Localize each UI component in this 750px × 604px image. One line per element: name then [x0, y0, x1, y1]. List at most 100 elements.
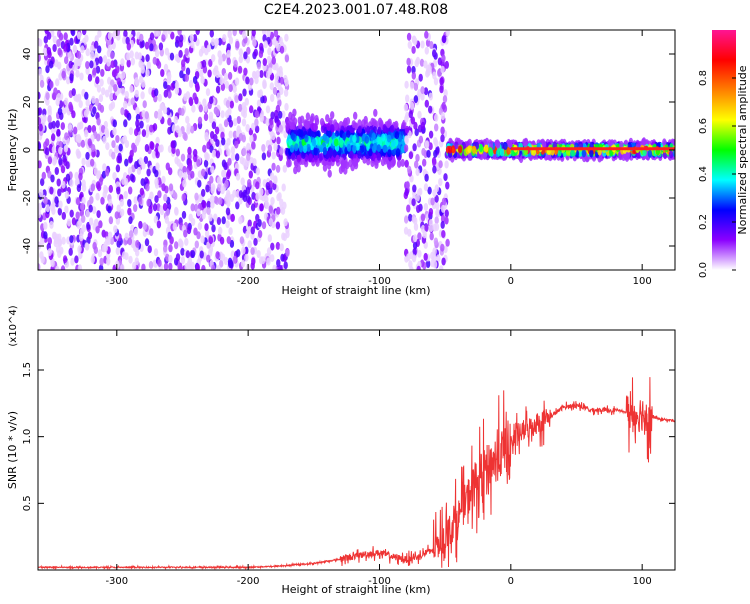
- spectrogram-cell: [445, 238, 450, 247]
- spectrogram-cell: [423, 87, 429, 96]
- spectrogram-cell: [100, 125, 106, 133]
- spectrogram-cell: [81, 179, 86, 188]
- spectrogram-cell: [195, 84, 200, 93]
- spectrogram-cell: [432, 253, 437, 262]
- spectrogram-cell: [412, 234, 418, 243]
- spectrogram-cell: [278, 36, 283, 45]
- spectrogram-cell: [260, 256, 266, 265]
- spectrogram-cell: [225, 207, 231, 216]
- spectrogram-cell: [216, 264, 221, 270]
- spectrogram-cell: [233, 59, 238, 68]
- spectrogram-cell: [98, 220, 103, 229]
- spectrogram-cell: [260, 95, 265, 104]
- spectrogram-cell: [112, 172, 117, 180]
- spectrogram-cell: [405, 94, 410, 103]
- spectrogram-cell: [668, 150, 674, 159]
- spectrogram-cell: [198, 104, 203, 113]
- spectrogram-cell: [139, 120, 144, 129]
- spectrogram-cell: [76, 93, 82, 102]
- spectrogram-cell: [120, 58, 125, 67]
- spectrogram-cell: [410, 116, 416, 125]
- spectrogram-cell: [170, 31, 175, 40]
- spectrogram-cell: [424, 224, 429, 232]
- spectrogram-cell: [130, 57, 136, 66]
- spectrogram-cell: [153, 248, 159, 257]
- spectrogram-cell: [51, 120, 56, 129]
- spectrogram-cell: [440, 220, 445, 229]
- spectrogram-cell: [50, 259, 55, 268]
- spectrogram-cell: [188, 79, 194, 88]
- spectrogram-cell: [54, 59, 59, 68]
- spectrogram-cell: [70, 257, 75, 266]
- spectrogram-cell: [159, 48, 164, 57]
- spectrogram-cell: [259, 70, 264, 78]
- spectrogram-cell: [411, 198, 416, 207]
- spectrogram-cell: [151, 150, 157, 159]
- spectrogram-cell: [434, 216, 439, 225]
- spectrogram-cell: [134, 128, 139, 137]
- spectrogram-cell: [68, 247, 73, 256]
- spectrogram-cell: [581, 149, 587, 158]
- spectrogram-cell: [123, 100, 128, 109]
- spectrogram-cell: [434, 123, 439, 132]
- x-tick-label: -100: [368, 576, 391, 587]
- spectrogram-cell: [163, 81, 168, 90]
- spectrogram-cell: [276, 193, 281, 202]
- spectrogram-cell: [418, 73, 423, 82]
- spectrogram-cell: [54, 236, 59, 245]
- spectrogram-cell: [106, 58, 111, 67]
- spectrogram-cell: [108, 216, 114, 225]
- spectrogram-cell: [437, 69, 442, 77]
- spectrogram-cell: [127, 207, 132, 216]
- spectrogram-cell: [432, 260, 438, 269]
- spectrogram-cell: [416, 265, 421, 270]
- spectrogram-cell: [181, 59, 186, 68]
- spectrogram-cell: [211, 149, 217, 158]
- spectrogram-cell: [84, 242, 89, 251]
- spectrogram-cell: [74, 178, 80, 187]
- spectrogram-cell: [85, 66, 90, 75]
- spectrogram-cell: [113, 84, 118, 92]
- spectrogram-cell: [294, 143, 299, 152]
- spectrogram-cell: [248, 170, 253, 179]
- spectrogram-cell: [435, 208, 440, 217]
- spectrogram-cell: [290, 132, 295, 141]
- spectrogram-cell: [182, 172, 187, 180]
- spectrogram-cell: [366, 157, 371, 166]
- spectrogram-cell: [444, 60, 449, 69]
- spectrogram-cell: [194, 192, 199, 201]
- spectrogram-cell: [149, 191, 154, 200]
- spectrogram-cell: [262, 34, 267, 43]
- spectrogram-cell: [433, 149, 438, 158]
- spectrogram-cell: [488, 148, 494, 157]
- spectrogram-cell: [438, 178, 443, 186]
- spectrogram-cell: [223, 162, 228, 171]
- spectrogram-cell: [290, 122, 296, 131]
- spectrogram-cell: [278, 110, 283, 119]
- spectrogram-cell: [387, 149, 392, 158]
- spectrogram-cell: [268, 205, 273, 214]
- spectrogram-cell: [242, 105, 248, 114]
- spectrogram-cell: [51, 145, 57, 154]
- spectrogram-cell: [227, 260, 233, 269]
- spectrogram-cell: [126, 42, 131, 51]
- spectrogram-cell: [241, 30, 247, 39]
- spectrogram-cell: [209, 115, 214, 124]
- spectrogram-cell: [255, 181, 260, 190]
- spectrogram-cell: [184, 48, 189, 56]
- spectrogram-cell: [454, 141, 459, 150]
- spectrogram-cell: [478, 144, 484, 152]
- spectrogram-cell: [226, 49, 231, 58]
- spectrogram-cell: [322, 133, 327, 142]
- spectrogram-cell: [61, 70, 66, 79]
- spectrogram-cell: [178, 49, 183, 58]
- spectrogram-cell: [52, 44, 57, 52]
- spectrogram-cell: [443, 89, 448, 98]
- spectrogram-cell: [179, 239, 184, 248]
- spectrogram-cell: [300, 157, 306, 166]
- spectrogram-cell: [406, 204, 411, 213]
- spectrogram-cell: [246, 195, 251, 203]
- spectrogram-cell: [145, 183, 150, 192]
- spectrogram-cell: [190, 218, 196, 226]
- spectrogram-cell: [409, 266, 414, 270]
